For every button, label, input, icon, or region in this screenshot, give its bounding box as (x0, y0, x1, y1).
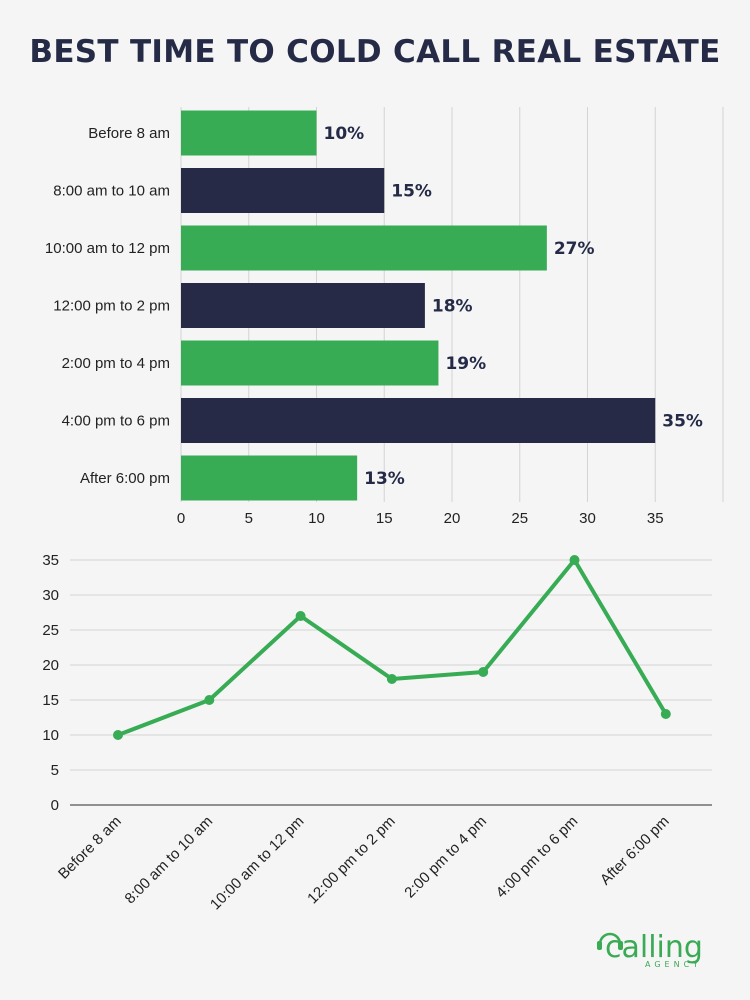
line-x-tick-label: 10:00 am to 12 pm (207, 813, 307, 913)
line-y-tick-label: 30 (42, 587, 59, 604)
line-point (478, 667, 489, 677)
line-y-tick-label: 35 (42, 552, 59, 569)
line-point (113, 730, 123, 740)
line-point (295, 611, 306, 621)
bar-chart: 0 5 10 15 20 25 30 35 Before 8 am 10% 8:00 am to 1… (45, 107, 724, 527)
line-series (117, 558, 668, 737)
line-point (386, 674, 397, 684)
bar-data-label: 27% (554, 239, 595, 259)
bar-x-tick-label: 20 (444, 510, 461, 527)
bar-data-label: 10% (324, 124, 365, 144)
line-y-tick-label: 20 (42, 657, 59, 674)
bar-x-tick-label: 35 (647, 510, 664, 527)
line-y-tick-label: 25 (42, 622, 59, 639)
bar-x-tick-label: 5 (245, 510, 253, 527)
logo-name: calling (605, 930, 703, 965)
bar-x-tick-label: 15 (376, 510, 393, 527)
logo-sub: AGENCY (645, 960, 702, 969)
line-point (660, 709, 671, 719)
bar-data-label: 15% (391, 182, 432, 202)
bar-data-label: 18% (432, 297, 473, 317)
line-x-tick-label: 2:00 pm to 4 pm (401, 813, 490, 902)
bar-data-label: 13% (364, 469, 405, 489)
bar-data-label: 19% (445, 354, 486, 374)
line-y-tick-label: 15 (42, 692, 59, 709)
bar-data-label: 35% (662, 412, 703, 432)
line-x-tick-label: 12:00 pm to 2 pm (304, 813, 399, 908)
bar (181, 110, 317, 156)
bar-x-tick-label: 30 (579, 510, 596, 527)
line-x-tick-label: After 6:00 pm (597, 813, 673, 889)
bar-x-tick-label: 0 (177, 510, 185, 527)
bar-x-tick-label: 10 (308, 510, 325, 527)
line-y-tick-label: 5 (51, 762, 59, 779)
bar-category-label: After 6:00 pm (80, 470, 170, 487)
chart-title: BEST TIME TO COLD CALL REAL ESTATE (29, 34, 721, 70)
headset-icon (597, 932, 623, 950)
line-x-tick-label: 8:00 am to 10 am (122, 813, 217, 908)
bar-x-tick-label: 25 (511, 510, 528, 527)
bar (181, 168, 385, 213)
bar-category-label: 12:00 pm to 2 pm (53, 298, 170, 315)
bar-category-label: 2:00 pm to 4 pm (62, 355, 170, 372)
line-x-tick-label: 4:00 pm to 6 pm (493, 813, 582, 902)
bar (181, 398, 656, 443)
bar (181, 455, 358, 501)
line-point (569, 555, 580, 565)
line-chart: 0 5 10 15 20 25 30 35 Before 8 am8:00 am to 10 a… (42, 552, 712, 913)
bar-category-label: 10:00 am to 12 pm (45, 240, 170, 257)
calling-agency-logo: calling AGENCY (597, 930, 703, 969)
line-y-tick-label: 0 (51, 797, 59, 814)
bar-category-label: Before 8 am (88, 125, 170, 142)
line-point (204, 695, 215, 705)
bar (181, 283, 425, 328)
line-y-tick-label: 10 (42, 727, 59, 744)
bar-category-label: 4:00 pm to 6 pm (62, 413, 170, 430)
bar-category-label: 8:00 am to 10 am (53, 183, 170, 200)
bar (181, 225, 547, 271)
line-x-tick-label: Before 8 am (55, 813, 125, 883)
bar (181, 340, 439, 386)
